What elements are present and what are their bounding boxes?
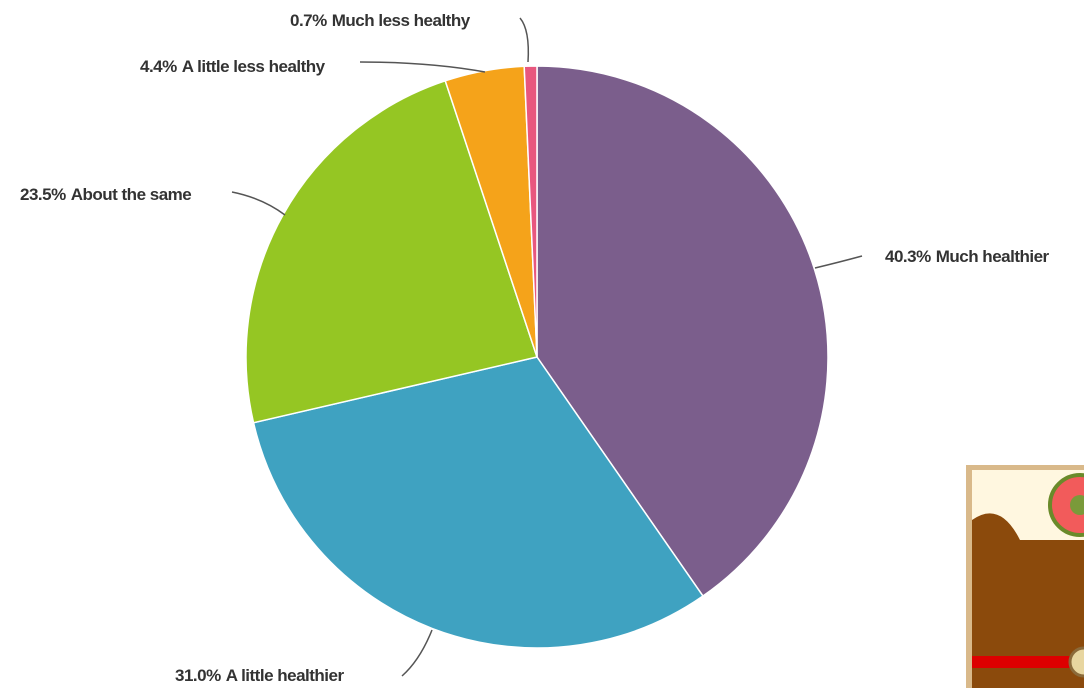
decoration [966,465,1084,693]
slice-label: 31.0% A little healthier [175,666,344,685]
category-label: Much less healthy [332,11,471,30]
slice-label: 23.5% About the same [20,185,191,204]
value-label: 23.5% [20,185,66,204]
category-label: A little healthier [226,666,345,685]
leader-line [231,191,286,216]
value-label: 4.4% [140,57,177,76]
value-label: 0.7% [290,11,327,30]
category-label: Much healthier [936,247,1050,266]
slice-label: 4.4% A little less healthy [140,57,326,76]
value-label: 40.3% [885,247,931,266]
slice-label: 0.7% Much less healthy [290,11,471,30]
slice-label: 40.3% Much healthier [885,247,1050,266]
category-label: A little less healthy [182,57,326,76]
category-label: About the same [71,185,192,204]
pie-slice [252,356,705,649]
pie-slice [523,65,538,358]
leader-line [519,17,530,63]
value-label: 31.0% [175,666,221,685]
leader-line [814,255,863,269]
leader-line [401,629,433,677]
pie-slice [536,65,829,598]
pie-slice [245,79,538,424]
leader-line [359,61,486,73]
